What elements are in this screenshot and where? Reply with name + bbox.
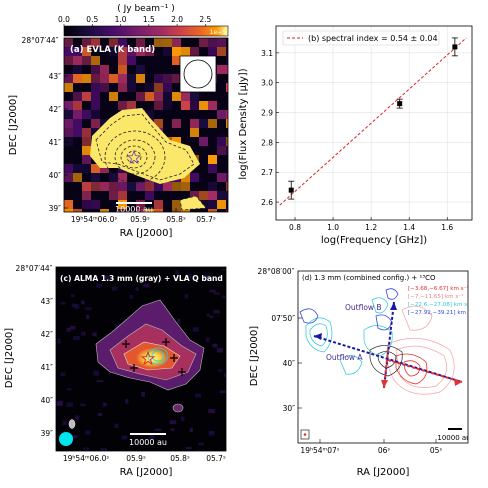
source-star-marker xyxy=(126,149,142,164)
velocity-range-4: [−27.92,−39.21] km s⁻¹ xyxy=(408,309,476,316)
source-star-marker xyxy=(140,350,156,366)
y-axis-label: DEC [J2000] xyxy=(8,95,19,155)
y-axis-label: DEC [J2000] xyxy=(4,328,15,388)
colorbar-tick-label: 1.5 xyxy=(143,15,155,24)
panel-a: ( Jy beam⁻¹ ) 0.0 0.5 1.0 1.5 2.0 2.5 1e−5 10… xyxy=(8,4,229,239)
colorbar-exponent: 1e−5 xyxy=(210,29,227,36)
dec-tick-label: 42″ xyxy=(49,105,62,114)
x-tick-label: 1.4 xyxy=(403,223,415,232)
panel-b-chart: 0.8 1.0 1.2 1.4 1.6 2.6 2.7 2.8 2.9 3.0 3.1 log(Fr… xyxy=(238,25,473,246)
data-point xyxy=(452,44,458,50)
ra-ticks: 19ʰ54ᵐ06.0ˢ 05.9ˢ 05.8ˢ 05.7ˢ xyxy=(71,208,216,224)
velocity-legend: [−3.68,−6.67] km s⁻¹ [−7,−11.65] km s⁻¹ … xyxy=(408,285,476,316)
y-tick-label: 2.8 xyxy=(261,138,273,147)
dec-ticks: 43″ 42″ 41″ 40″ 39″ xyxy=(41,297,60,438)
outflow-b-label: Outflow B xyxy=(345,303,382,312)
data-point xyxy=(397,101,403,107)
panel-a-image: 10000 au (a) EVLA (K band) xyxy=(64,38,228,214)
dec-top-label: 28°08′00″ xyxy=(258,267,295,276)
y-axis-label: DEC [J2000] xyxy=(249,326,260,386)
x-tick-label: 1.0 xyxy=(327,223,339,232)
x-axis-label: RA [J2000] xyxy=(120,467,173,478)
ra-tick-label: 19ʰ54ᵐ06.0ˢ xyxy=(71,215,117,224)
beam-box xyxy=(179,55,217,93)
velocity-range-2: [−7,−11.65] km s⁻¹ xyxy=(408,293,463,300)
dec-top-label: 28°07′44″ xyxy=(16,264,53,273)
scale-bar-label: 10000 au xyxy=(437,434,470,442)
x-tick-label: 0.8 xyxy=(289,223,301,232)
y-tick-label: 3.1 xyxy=(261,49,273,58)
panel-d: [−3.68,−6.67] km s⁻¹ [−7,−11.65] km s⁻¹ … xyxy=(249,267,476,478)
y-tick-label: 3.0 xyxy=(261,79,273,88)
dec-top-label: 28°07′44″ xyxy=(22,36,59,45)
x-axis-label: log(Frequency [GHz]) xyxy=(321,235,427,246)
ra-tick-label: 05ˢ xyxy=(430,446,443,455)
colorbar-tick-label: 1.0 xyxy=(115,15,127,24)
dec-tick-label: 39″ xyxy=(49,204,62,213)
source-crosses xyxy=(122,338,186,376)
dec-ticks: 43″ 42″ 41″ 40″ 39″ xyxy=(49,72,68,213)
legend-label: (b) spectral index = 0.54 ± 0.04 xyxy=(308,34,438,43)
colorbar-bar xyxy=(63,25,229,37)
ra-tick-label: 05.7ˢ xyxy=(196,215,216,224)
x-axis-label: RA [J2000] xyxy=(357,467,410,478)
beam-ellipse xyxy=(183,59,213,89)
outflow-b-axis xyxy=(383,301,395,389)
colorbar-tick-label: 0.0 xyxy=(58,15,70,24)
data-point xyxy=(288,187,294,193)
x-axis-label: RA [J2000] xyxy=(120,228,173,239)
dec-tick-label: 40″ xyxy=(49,171,62,180)
legend: (b) spectral index = 0.54 ± 0.04 xyxy=(282,30,440,46)
y-tick-label: 2.7 xyxy=(261,168,273,177)
y-tick-label: 2.6 xyxy=(261,198,273,207)
ra-tick-label: 05.8ˢ xyxy=(170,454,190,463)
panel-c-title: (c) ALMA 1.3 mm (gray) + VLA Q band (cya… xyxy=(60,274,252,283)
ra-tick-label: 19ʰ54ᵐ06.0ˢ xyxy=(63,454,109,463)
colorbar-tick-label: 0.5 xyxy=(86,15,98,24)
scale-bar-label: 10000 au xyxy=(129,438,167,447)
outflow-a-axis-red xyxy=(387,359,463,383)
velocity-range-3: [−22.6,−27.08] km s⁻¹ xyxy=(408,301,472,308)
x-tick-label: 1.6 xyxy=(441,223,453,232)
dec-tick-label: 42″ xyxy=(41,330,54,339)
scale-bar-label: 10000 au xyxy=(115,205,153,214)
beam-gray xyxy=(68,419,76,429)
colorbar-label: ( Jy beam⁻¹ ) xyxy=(117,4,174,14)
x-tick-label: 1.2 xyxy=(365,223,377,232)
y-axis-label: log(Flux Density [μJy]) xyxy=(238,68,249,179)
panel-d-title: (d) 1.3 mm (combined config.) + ¹³CO xyxy=(302,274,436,282)
dec-tick-label: 30″ xyxy=(283,404,296,413)
panel-c: 10000 au (c) ALMA 1.3 mm (gray) + VLA Q … xyxy=(4,264,252,478)
dec-ticks: 07′50″ 40″ 30″ xyxy=(271,314,302,413)
ra-ticks: 19ʰ54ᵐ07ˢ 06ˢ 05ˢ xyxy=(300,439,442,455)
beam-cyan xyxy=(59,432,73,446)
ra-tick-label: 05.7ˢ xyxy=(206,454,226,463)
y-tick-label: 2.9 xyxy=(261,109,273,118)
ra-tick-label: 05.9ˢ xyxy=(126,454,146,463)
dec-tick-label: 40″ xyxy=(283,359,296,368)
dec-tick-label: 40″ xyxy=(41,396,54,405)
ra-ticks: 19ʰ54ᵐ06.0ˢ 05.9ˢ 05.8ˢ 05.7ˢ xyxy=(63,447,226,463)
outflow-a-label: Outflow A xyxy=(326,353,363,362)
ra-tick-label: 05.9ˢ xyxy=(130,215,150,224)
fit-line xyxy=(279,37,467,206)
dec-tick-label: 07′50″ xyxy=(271,314,295,323)
dec-tick-label: 39″ xyxy=(41,429,54,438)
plot-frame xyxy=(275,25,473,221)
dec-tick-label: 41″ xyxy=(41,363,54,372)
velocity-range-1: [−3.68,−6.67] km s⁻¹ xyxy=(408,285,469,292)
ra-tick-label: 19ʰ54ᵐ07ˢ xyxy=(300,446,339,455)
colorbar-tick-label: 2.0 xyxy=(171,15,183,24)
dec-tick-label: 43″ xyxy=(41,297,54,306)
colorbar: ( Jy beam⁻¹ ) 0.0 0.5 1.0 1.5 2.0 2.5 1e−5 xyxy=(58,4,229,37)
dec-tick-label: 43″ xyxy=(49,72,62,81)
dec-tick-label: 41″ xyxy=(49,138,62,147)
panel-a-title: (a) EVLA (K band) xyxy=(70,45,155,55)
ra-tick-label: 05.8ˢ xyxy=(166,215,186,224)
ra-tick-label: 06ˢ xyxy=(378,446,391,455)
colorbar-tick-label: 2.5 xyxy=(199,15,211,24)
colorbar-ticks: 0.0 0.5 1.0 1.5 2.0 2.5 xyxy=(58,15,212,26)
